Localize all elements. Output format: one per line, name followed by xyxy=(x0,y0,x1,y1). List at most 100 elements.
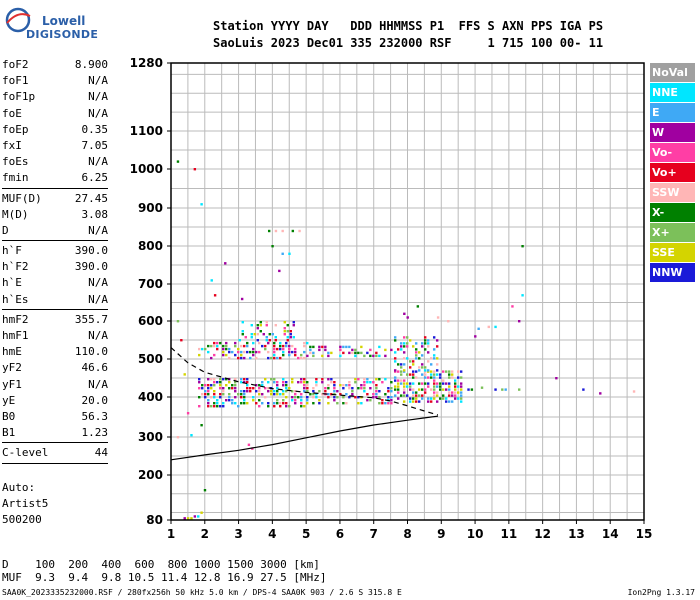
trace-mark xyxy=(243,381,246,384)
trace-mark xyxy=(279,344,282,348)
scatter-point xyxy=(186,412,190,415)
trace-mark xyxy=(459,400,463,403)
trace-mark xyxy=(387,402,390,405)
y-tick-label: 500 xyxy=(138,352,163,366)
trace-mark xyxy=(426,385,430,388)
y-tick-label: 700 xyxy=(138,277,163,291)
trace-mark xyxy=(274,339,277,342)
trace-mark xyxy=(426,376,430,379)
trace-mark xyxy=(309,393,312,396)
trace-mark xyxy=(432,348,436,351)
trace-mark xyxy=(438,388,442,391)
trace-mark xyxy=(261,402,264,405)
x-tick-label: 6 xyxy=(336,527,344,541)
trace-mark xyxy=(438,382,442,385)
param-name: C-level xyxy=(2,446,49,460)
trace-mark xyxy=(339,384,342,387)
trace-mark xyxy=(255,402,258,405)
trace-mark xyxy=(252,387,255,390)
trace-mark xyxy=(265,339,268,342)
trace-mark xyxy=(351,390,354,393)
trace-mark xyxy=(300,405,303,408)
param-name: B0 xyxy=(2,409,16,423)
trace-mark xyxy=(264,396,267,399)
trace-mark xyxy=(411,388,415,391)
x-tick-label: 12 xyxy=(534,527,551,541)
trace-mark xyxy=(321,393,324,396)
trace-mark xyxy=(381,402,384,405)
trace-mark xyxy=(375,354,378,358)
param-value: 1.23 xyxy=(81,426,109,440)
trace-mark xyxy=(375,393,378,396)
trace-mark xyxy=(291,378,294,381)
trace-mark xyxy=(273,390,276,393)
trace-mark xyxy=(426,400,430,403)
scatter-point xyxy=(494,388,497,391)
trace-mark xyxy=(283,333,286,336)
trace-mark xyxy=(250,333,253,336)
trace-mark xyxy=(207,399,210,402)
trace-mark xyxy=(285,341,288,345)
trace-mark xyxy=(210,356,213,360)
trace-mark xyxy=(303,381,306,384)
scatter-point xyxy=(501,388,504,391)
trace-mark xyxy=(381,381,384,384)
trace-mark xyxy=(231,387,234,390)
trace-mark xyxy=(375,378,378,381)
trace-mark xyxy=(420,397,424,400)
scatter-point xyxy=(271,245,274,248)
trace-mark xyxy=(393,360,397,363)
trace-mark xyxy=(291,396,294,399)
trace-mark xyxy=(289,330,292,333)
param-value: 390.0 xyxy=(74,260,108,274)
trace-mark xyxy=(411,397,415,400)
trace-mark xyxy=(411,391,415,394)
trace-mark xyxy=(285,390,288,393)
trace-mark xyxy=(274,324,277,327)
trace-mark xyxy=(333,384,336,387)
y-tick-label: 200 xyxy=(138,468,163,482)
param-name: h`F2 xyxy=(2,260,29,274)
trace-mark xyxy=(435,385,439,388)
trace-mark xyxy=(345,384,348,387)
trace-mark xyxy=(393,394,397,397)
param-name: hmE xyxy=(2,345,22,359)
scatter-point xyxy=(555,377,558,380)
trace-mark xyxy=(414,354,418,357)
trace-mark xyxy=(441,388,445,391)
trace-mark xyxy=(300,399,303,402)
y-tick-label: 1000 xyxy=(130,162,163,176)
trace-mark xyxy=(207,384,210,387)
trace-mark xyxy=(459,391,463,394)
trace-mark xyxy=(267,390,270,393)
trace-mark xyxy=(282,390,285,393)
x-tick-label: 1 xyxy=(167,527,175,541)
trace-mark xyxy=(225,384,228,387)
trace-mark xyxy=(240,393,243,396)
trace-mark xyxy=(354,381,357,384)
param-row: yE 20.0 xyxy=(2,393,108,409)
scatter-point xyxy=(406,316,409,319)
trace-mark xyxy=(414,342,418,345)
trace-mark xyxy=(268,333,271,336)
trace-mark xyxy=(420,373,424,376)
trace-mark xyxy=(408,339,412,342)
trace-mark xyxy=(441,379,445,382)
trace-mark xyxy=(285,381,288,384)
trace-mark xyxy=(432,373,436,376)
trace-mark xyxy=(351,351,354,355)
trace-mark xyxy=(372,393,375,396)
trace-mark xyxy=(282,399,285,402)
trace-mark xyxy=(228,356,231,360)
trace-mark xyxy=(292,336,295,339)
trace-mark xyxy=(417,351,421,354)
trace-mark xyxy=(249,356,252,360)
trace-mark xyxy=(336,402,339,405)
trace-mark xyxy=(429,357,433,360)
distance-muf-table: D 100 200 400 600 800 1000 1500 3000 [km… xyxy=(2,558,327,584)
trace-mark xyxy=(414,394,418,397)
trace-mark xyxy=(411,394,415,397)
trace-mark xyxy=(246,350,249,354)
trace-mark xyxy=(282,402,285,405)
trace-mark xyxy=(243,344,246,348)
